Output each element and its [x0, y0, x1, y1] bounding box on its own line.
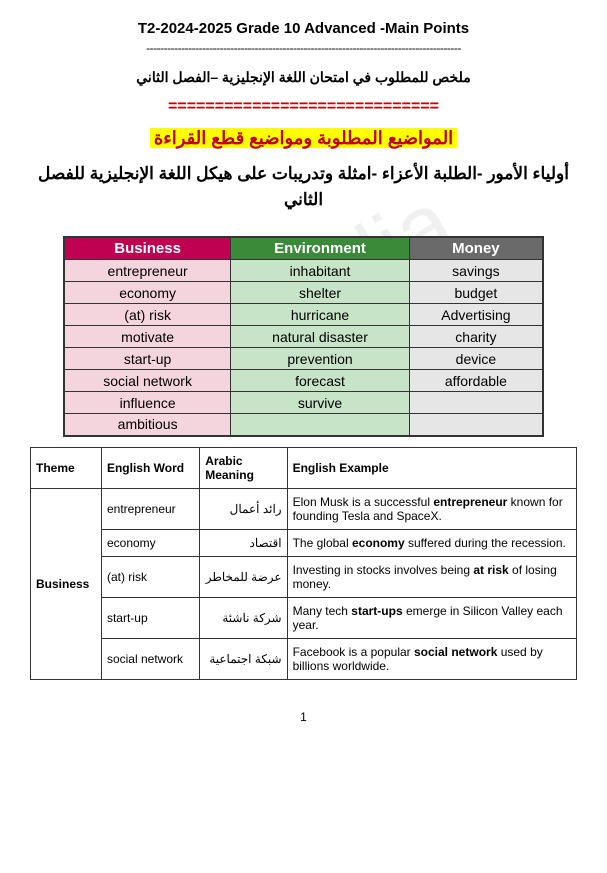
vocab-cell: shelter: [231, 282, 409, 304]
def-header-example: English Example: [287, 447, 576, 488]
def-arabic-cell: عرضة للمخاطر: [200, 556, 287, 597]
vocab-row: economyshelterbudget: [64, 282, 543, 304]
def-header-theme: Theme: [31, 447, 102, 488]
def-header-row: Theme English Word Arabic Meaning Englis…: [31, 447, 577, 488]
highlight-text: المواضيع المطلوبة ومواضيع قطع القراءة: [150, 128, 457, 148]
vocab-row: ambitious: [64, 414, 543, 436]
def-row: social networkشبكة اجتماعيةFacebook is a…: [31, 638, 577, 679]
def-word-cell: entrepreneur: [101, 488, 199, 529]
def-arabic-cell: شركة ناشئة: [200, 597, 287, 638]
vocab-cell: Advertising: [409, 304, 543, 326]
vocab-cell: [409, 392, 543, 414]
def-row: economyاقتصادThe global economy suffered…: [31, 529, 577, 556]
vocab-cell: inhabitant: [231, 260, 409, 282]
page-number: 1: [30, 710, 577, 724]
vocab-row: start-uppreventiondevice: [64, 348, 543, 370]
equals-divider: =============================: [30, 98, 577, 116]
def-arabic-cell: شبكة اجتماعية: [200, 638, 287, 679]
def-word-cell: start-up: [101, 597, 199, 638]
def-word-cell: social network: [101, 638, 199, 679]
def-header-arabic: Arabic Meaning: [200, 447, 287, 488]
vocab-header-money: Money: [409, 237, 543, 260]
def-word-cell: economy: [101, 529, 199, 556]
vocab-cell: savings: [409, 260, 543, 282]
definition-table: Theme English Word Arabic Meaning Englis…: [30, 447, 577, 680]
vocab-header-environment: Environment: [231, 237, 409, 260]
vocab-cell: motivate: [64, 326, 231, 348]
page-title: T2-2024-2025 Grade 10 Advanced -Main Poi…: [30, 20, 577, 37]
def-row: (at) riskعرضة للمخاطرInvesting in stocks…: [31, 556, 577, 597]
vocab-cell: social network: [64, 370, 231, 392]
vocab-row: influencesurvive: [64, 392, 543, 414]
subtitle-arabic: ملخص للمطلوب في امتحان اللغة الإنجليزية …: [30, 69, 577, 86]
vocab-cell: device: [409, 348, 543, 370]
def-row: Businessentrepreneurرائد أعمالElon Musk …: [31, 488, 577, 529]
def-word-cell: (at) risk: [101, 556, 199, 597]
def-example-cell: The global economy suffered during the r…: [287, 529, 576, 556]
vocab-cell: budget: [409, 282, 543, 304]
def-arabic-cell: اقتصاد: [200, 529, 287, 556]
page-content: T2-2024-2025 Grade 10 Advanced -Main Poi…: [30, 20, 577, 724]
vocab-cell: ambitious: [64, 414, 231, 436]
vocab-cell: forecast: [231, 370, 409, 392]
vocab-cell: affordable: [409, 370, 543, 392]
def-example-cell: Investing in stocks involves being at ri…: [287, 556, 576, 597]
vocab-row: entrepreneurinhabitantsavings: [64, 260, 543, 282]
vocab-cell: natural disaster: [231, 326, 409, 348]
def-example-cell: Elon Musk is a successful entrepreneur k…: [287, 488, 576, 529]
vocab-header-business: Business: [64, 237, 231, 260]
vocab-cell: entrepreneur: [64, 260, 231, 282]
def-example-cell: Many tech start-ups emerge in Silicon Va…: [287, 597, 576, 638]
vocab-cell: survive: [231, 392, 409, 414]
def-arabic-cell: رائد أعمال: [200, 488, 287, 529]
vocab-cell: influence: [64, 392, 231, 414]
highlight-container: المواضيع المطلوبة ومواضيع قطع القراءة: [30, 128, 577, 149]
def-row: start-upشركة ناشئةMany tech start-ups em…: [31, 597, 577, 638]
vocab-row: (at) riskhurricaneAdvertising: [64, 304, 543, 326]
vocab-cell: (at) risk: [64, 304, 231, 326]
def-theme-cell: Business: [31, 488, 102, 679]
vocab-cell: [231, 414, 409, 436]
intro-arabic: أولياء الأمور -الطلبة الأعزاء -امثلة وتد…: [30, 161, 577, 212]
vocab-header-row: Business Environment Money: [64, 237, 543, 260]
vocab-cell: hurricane: [231, 304, 409, 326]
vocab-cell: charity: [409, 326, 543, 348]
def-example-cell: Facebook is a popular social network use…: [287, 638, 576, 679]
vocab-row: motivatenatural disastercharity: [64, 326, 543, 348]
dash-divider: ----------------------------------------…: [30, 41, 577, 55]
vocab-cell: economy: [64, 282, 231, 304]
def-header-word: English Word: [101, 447, 199, 488]
vocab-row: social networkforecastaffordable: [64, 370, 543, 392]
vocab-cell: prevention: [231, 348, 409, 370]
vocab-cell: start-up: [64, 348, 231, 370]
vocab-table: Business Environment Money entrepreneuri…: [63, 236, 544, 437]
vocab-cell: [409, 414, 543, 436]
